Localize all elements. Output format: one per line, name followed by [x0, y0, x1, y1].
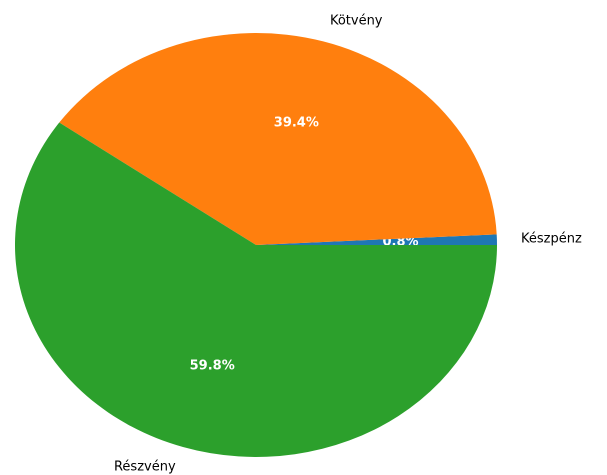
pie-slice-2	[15, 122, 498, 457]
slice-label-2: Részvény	[114, 460, 176, 475]
slice-percent-2: 59.8%	[190, 359, 235, 374]
slice-label-0: Készpénz	[521, 232, 582, 247]
pie-slice-0	[256, 234, 497, 245]
slice-percent-1: 39.4%	[274, 115, 319, 130]
pie-slice-1	[59, 33, 497, 245]
slice-label-1: Kötvény	[330, 14, 383, 29]
